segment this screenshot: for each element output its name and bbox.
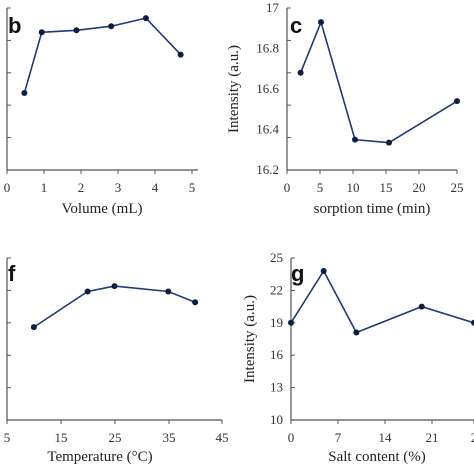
- x-tick-label-g: 0: [288, 430, 295, 445]
- x-tick-label-g: 2: [471, 430, 474, 445]
- y-axis-label-c: Intensity (a.u.): [226, 45, 242, 133]
- x-tick-label-f: 15: [55, 430, 68, 445]
- x-tick-label-c: 10: [347, 180, 360, 195]
- x-tick-label-f: 35: [163, 430, 176, 445]
- data-point-c: [454, 98, 460, 105]
- panel-label-b: b: [8, 13, 21, 38]
- y-tick-label-c: 17: [266, 0, 280, 15]
- series-line-g: [290, 269, 474, 334]
- data-point-f: [84, 288, 91, 295]
- data-point-c: [318, 19, 324, 26]
- x-tick-label-f: 5: [4, 430, 11, 445]
- y-tick-label-g: 13: [270, 380, 283, 395]
- x-tick-label-b: 3: [115, 180, 122, 195]
- x-tick-label-b: 5: [189, 180, 196, 195]
- x-tick-label-f: 25: [109, 430, 122, 445]
- x-tick-label-c: 0: [284, 180, 291, 195]
- data-point-b: [38, 29, 45, 36]
- data-point-f: [111, 283, 118, 290]
- x-axis-label-c: sorption time (min): [314, 201, 431, 217]
- panel-label-f: f: [8, 261, 16, 286]
- data-point-g: [288, 319, 294, 326]
- panel-label-c: c: [290, 13, 302, 38]
- y-tick-label-g: 22: [270, 282, 283, 297]
- series-line-b: [23, 17, 182, 94]
- y-tick-label-g: 10: [270, 412, 283, 427]
- data-point-g: [418, 303, 425, 310]
- data-point-g: [353, 329, 360, 336]
- y-tick-label-g: 25: [270, 250, 283, 265]
- data-point-c: [386, 139, 392, 146]
- data-point-b: [108, 23, 115, 30]
- x-tick-label-f: 45: [216, 430, 229, 445]
- data-point-f: [192, 299, 199, 306]
- x-tick-label-b: 0: [4, 180, 11, 195]
- x-tick-label-g: 7: [335, 430, 342, 445]
- y-tick-label-c: 16.6: [256, 81, 279, 96]
- x-tick-label-c: 15: [380, 180, 393, 195]
- y-tick-label-g: 16: [270, 347, 284, 362]
- data-point-b: [177, 51, 184, 58]
- x-tick-label-b: 2: [78, 180, 85, 195]
- x-tick-label-g: 14: [379, 430, 393, 445]
- data-point-f: [165, 288, 172, 295]
- data-point-f: [30, 324, 37, 331]
- panel-label-g: g: [291, 261, 304, 286]
- x-tick-label-c: 5: [317, 180, 324, 195]
- y-tick-label-g: 19: [270, 315, 283, 330]
- y-axis-label-g: Intensity (a.u.): [242, 295, 258, 383]
- data-point-b: [73, 27, 80, 34]
- data-point-b: [142, 15, 149, 22]
- data-point-b: [21, 90, 28, 97]
- data-point-g: [471, 319, 474, 326]
- x-tick-label-b: 1: [41, 180, 48, 195]
- x-axis-label-f: Temperature (°C): [47, 449, 152, 465]
- y-tick-label-c: 16.8: [256, 41, 279, 56]
- x-axis-label-b: Volume (mL): [62, 201, 143, 217]
- y-tick-label-c: 16.2: [256, 162, 279, 177]
- series-line-c: [299, 19, 458, 144]
- data-point-c: [297, 69, 304, 76]
- x-tick-label-b: 4: [152, 180, 159, 195]
- x-tick-label-c: 20: [413, 180, 426, 195]
- data-point-c: [352, 136, 358, 143]
- x-axis-label-g: Salt content (%): [328, 449, 425, 465]
- x-tick-label-c: 25: [451, 180, 464, 195]
- y-tick-label-c: 16.4: [256, 122, 279, 137]
- data-point-g: [320, 267, 327, 274]
- x-tick-label-g: 21: [426, 430, 439, 445]
